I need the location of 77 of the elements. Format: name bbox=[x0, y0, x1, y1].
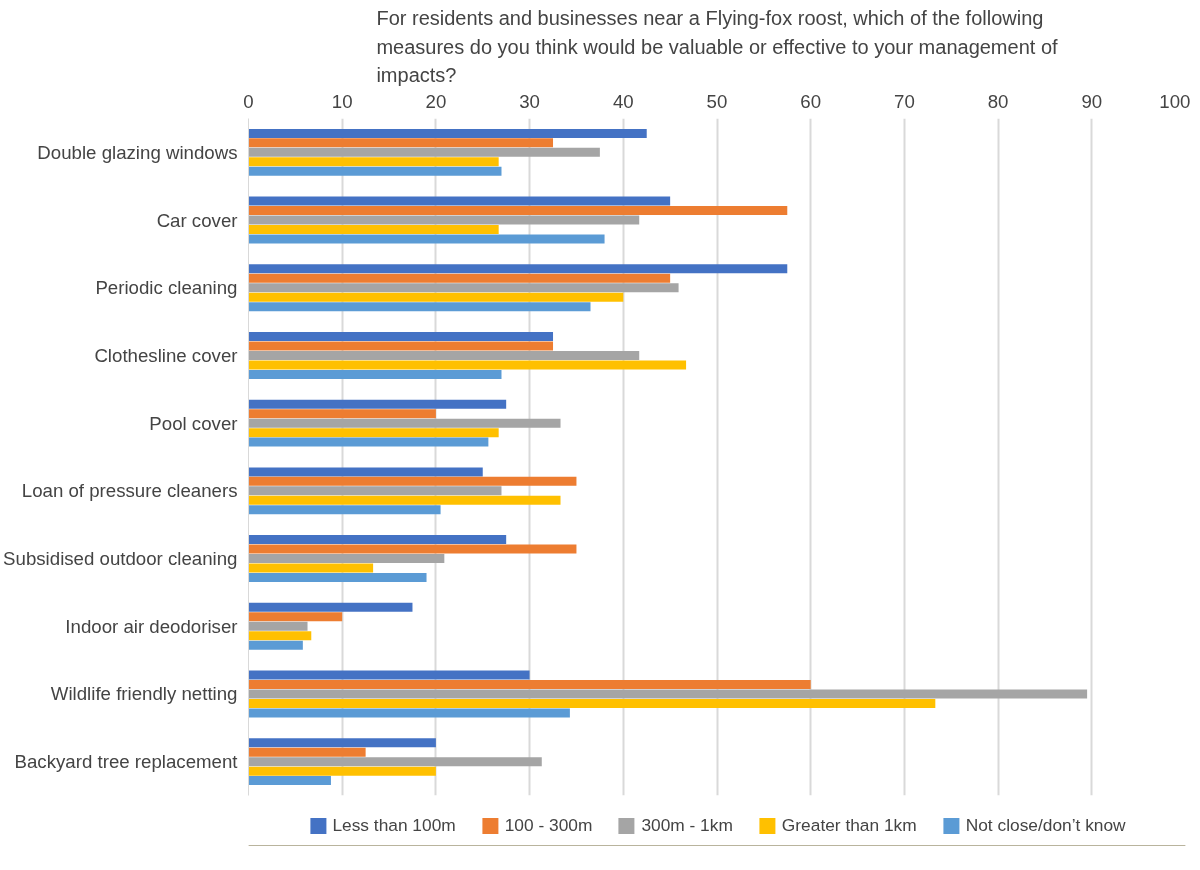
bar bbox=[248, 776, 331, 786]
y-tick-label: Clothesline cover bbox=[94, 344, 238, 366]
bar bbox=[248, 612, 343, 622]
bar bbox=[248, 399, 507, 409]
bar bbox=[248, 138, 554, 148]
bar bbox=[248, 409, 436, 419]
x-tick-label: 30 bbox=[519, 90, 540, 112]
bar bbox=[248, 602, 413, 612]
bar bbox=[248, 467, 483, 477]
bar bbox=[248, 747, 366, 757]
bar bbox=[248, 128, 647, 138]
bar bbox=[248, 708, 570, 718]
y-tick-label: Pool cover bbox=[149, 412, 238, 434]
y-tick-label: Loan of pressure cleaners bbox=[21, 480, 238, 502]
bar bbox=[248, 350, 640, 360]
bar bbox=[248, 292, 624, 302]
bar bbox=[248, 573, 427, 583]
y-tick-label: Wildlife friendly netting bbox=[50, 683, 238, 705]
bar bbox=[248, 535, 507, 545]
bar bbox=[248, 225, 499, 235]
bar bbox=[248, 757, 542, 767]
x-tick-label: 0 bbox=[243, 90, 254, 112]
bar bbox=[248, 196, 671, 206]
bar bbox=[248, 505, 441, 515]
bar bbox=[248, 698, 936, 708]
bar bbox=[248, 486, 502, 496]
bar bbox=[248, 369, 502, 379]
x-tick-label: 100 bbox=[1159, 90, 1191, 112]
bar bbox=[248, 166, 502, 176]
bar bbox=[248, 679, 811, 689]
bar bbox=[248, 738, 436, 748]
bar bbox=[248, 670, 530, 680]
bar bbox=[248, 283, 679, 293]
bar bbox=[248, 640, 303, 650]
bar bbox=[248, 360, 687, 370]
legend-label: Less than 100m bbox=[332, 814, 456, 836]
bar bbox=[248, 157, 499, 167]
bar bbox=[248, 621, 308, 631]
bar bbox=[248, 766, 436, 776]
bar bbox=[248, 476, 577, 486]
y-tick-label: Periodic cleaning bbox=[95, 277, 238, 299]
x-tick-label: 90 bbox=[1081, 90, 1103, 112]
bar bbox=[248, 418, 561, 428]
x-tick-label: 70 bbox=[894, 90, 915, 112]
legend-label: Greater than 1km bbox=[781, 814, 917, 836]
legend-label: 300m - 1km bbox=[641, 814, 733, 836]
bar bbox=[248, 264, 788, 274]
x-tick-label: 60 bbox=[800, 90, 822, 112]
bar bbox=[248, 147, 600, 157]
x-tick-label: 50 bbox=[706, 90, 728, 112]
bar bbox=[248, 689, 1088, 699]
bar bbox=[248, 215, 640, 225]
bar bbox=[248, 341, 554, 351]
legend-label: 100 - 300m bbox=[504, 814, 593, 836]
bar bbox=[248, 631, 312, 641]
bar bbox=[248, 437, 489, 447]
y-tick-label: Indoor air deodoriser bbox=[65, 615, 238, 637]
bar bbox=[248, 234, 605, 244]
bar bbox=[248, 331, 554, 341]
chart-title: For residents and businesses near a Flying-fox roost, which of the following measures do you think would be valuable or effective to your management of impacts? bbox=[376, 7, 1059, 87]
y-tick-label: Car cover bbox=[156, 209, 238, 231]
bar bbox=[248, 302, 591, 312]
bar bbox=[248, 273, 671, 283]
x-tick-label: 20 bbox=[425, 90, 447, 112]
bar bbox=[248, 206, 788, 216]
y-tick-label: Double glazing windows bbox=[37, 141, 238, 163]
bar bbox=[248, 563, 374, 573]
y-tick-label: Subsidised outdoor cleaning bbox=[3, 548, 238, 570]
bar bbox=[248, 554, 445, 564]
y-tick-label: Backyard tree replacement bbox=[14, 751, 239, 773]
legend-label: Not close/don’t know bbox=[965, 814, 1126, 836]
bar bbox=[248, 495, 561, 505]
x-tick-label: 10 bbox=[331, 90, 353, 112]
bar bbox=[248, 544, 577, 554]
bar bbox=[248, 428, 499, 438]
x-tick-label: 80 bbox=[987, 90, 1009, 112]
x-tick-label: 40 bbox=[612, 90, 634, 112]
